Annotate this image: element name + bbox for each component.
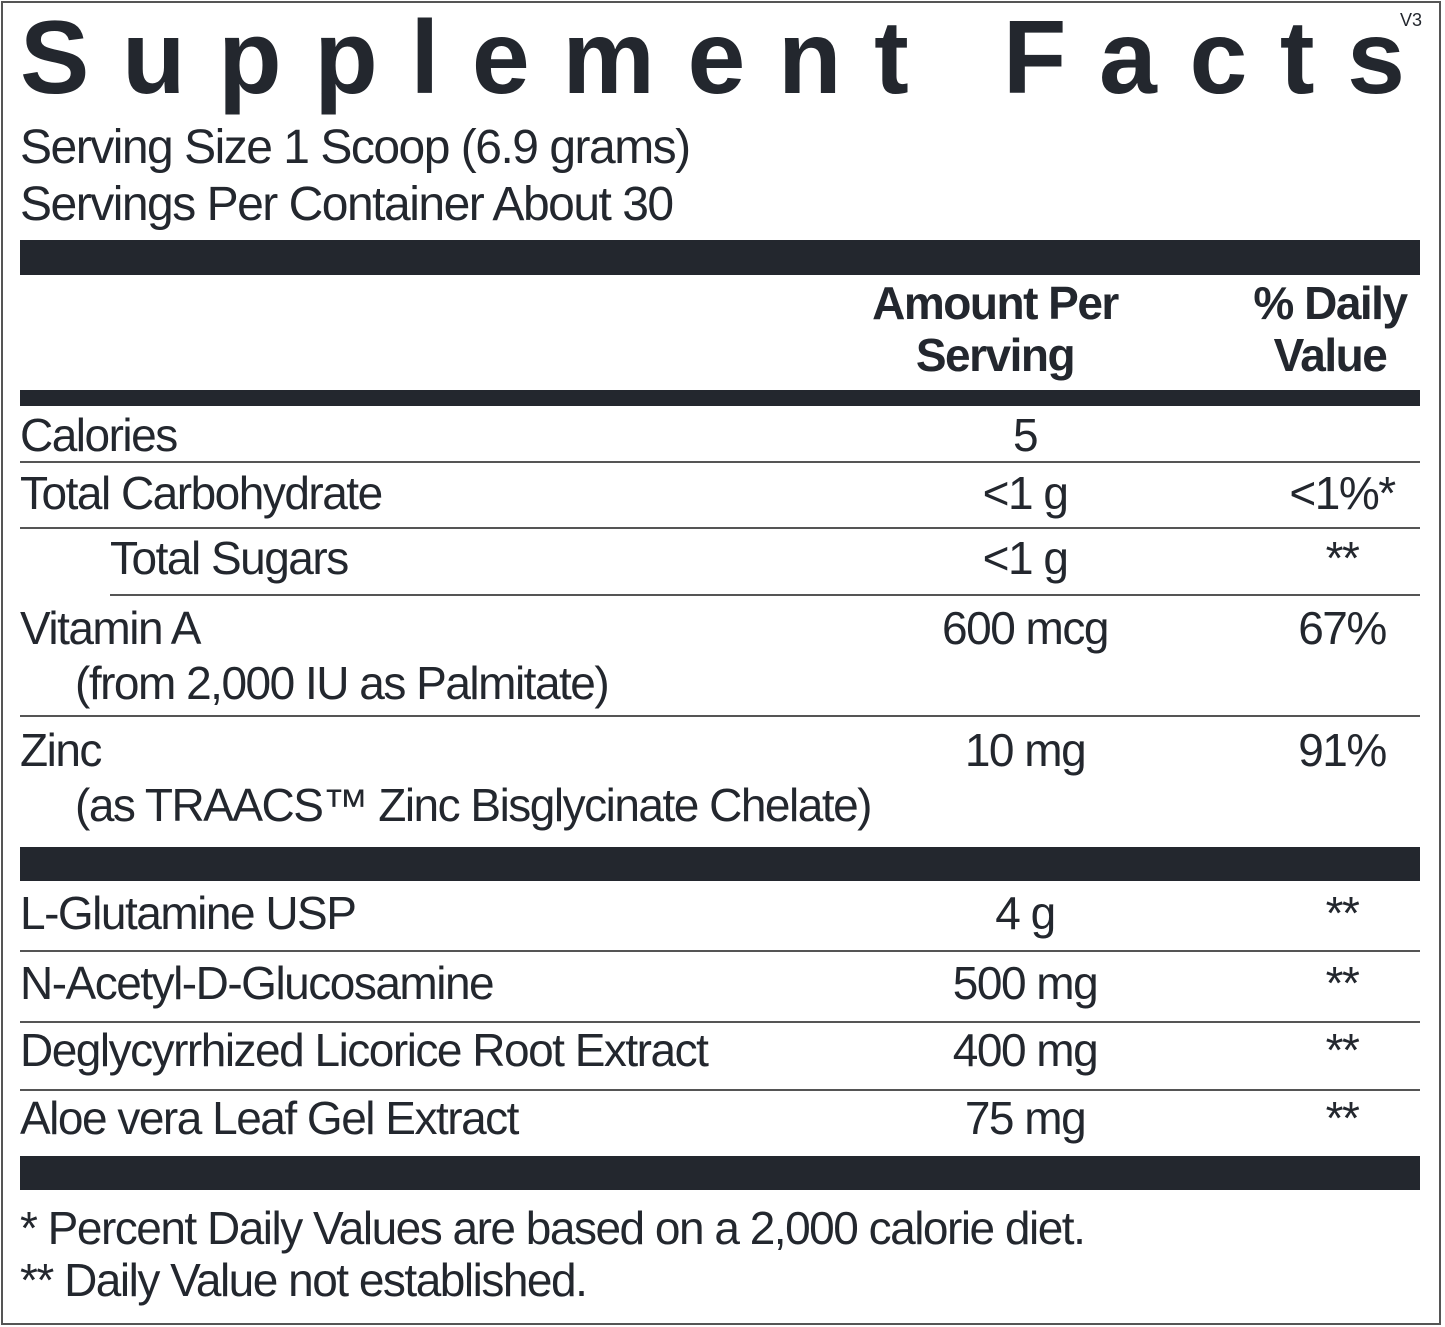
daily-value: ** bbox=[1325, 1024, 1360, 1076]
nutrient-source: (from 2,000 IU as Palmitate) bbox=[75, 657, 610, 709]
amount: 10 mg bbox=[964, 724, 1087, 776]
nutrient-name: N-Acetyl-D-Glucosamine bbox=[20, 957, 495, 1009]
nutrient-name: Calories bbox=[20, 409, 178, 461]
nutrient-name: Total Sugars bbox=[110, 532, 349, 584]
daily-value: ** bbox=[1325, 887, 1360, 939]
daily-value-header: % Daily Value bbox=[1253, 277, 1408, 381]
daily-value: <1%* bbox=[1289, 467, 1396, 519]
amount: <1 g bbox=[982, 467, 1069, 519]
title: Supplement Facts bbox=[20, 0, 1405, 116]
amount: 500 mg bbox=[952, 957, 1099, 1009]
nutrient-name: Vitamin A bbox=[20, 602, 201, 654]
thick-bar bbox=[20, 847, 1420, 881]
daily-value: 67% bbox=[1298, 602, 1387, 654]
amount-header: Amount Per Serving bbox=[872, 277, 1119, 381]
amount: 5 bbox=[1012, 409, 1039, 461]
thick-bar bbox=[20, 240, 1420, 275]
nutrient-name: Deglycyrrhized Licorice Root Extract bbox=[20, 1024, 709, 1076]
nutrient-name: Aloe vera Leaf Gel Extract bbox=[20, 1092, 519, 1144]
daily-value: ** bbox=[1325, 1092, 1360, 1144]
nutrient-name: L-Glutamine USP bbox=[20, 887, 357, 939]
separators bbox=[20, 461, 1420, 1091]
amount: <1 g bbox=[982, 532, 1069, 584]
nutrient-name: Total Carbohydrate bbox=[20, 467, 383, 519]
footnote: * Percent Daily Values are based on a 2,… bbox=[20, 1202, 1086, 1254]
footnote: ** Daily Value not established. bbox=[20, 1254, 588, 1306]
serving-size: Serving Size 1 Scoop (6.9 grams) bbox=[20, 121, 691, 174]
amount: 75 mg bbox=[964, 1092, 1087, 1144]
version: V3 bbox=[1400, 10, 1422, 30]
servings-per-container: Servings Per Container About 30 bbox=[20, 178, 674, 231]
thick-bar bbox=[20, 390, 1420, 406]
amount: 600 mcg bbox=[942, 602, 1109, 654]
daily-value: 91% bbox=[1298, 724, 1387, 776]
amount: 4 g bbox=[995, 887, 1056, 939]
nutrient-name: Zinc bbox=[20, 724, 102, 776]
nutrient-source: (as TRAACS™ Zinc Bisglycinate Chelate) bbox=[75, 779, 873, 831]
amount: 400 mg bbox=[952, 1024, 1099, 1076]
daily-value: ** bbox=[1325, 957, 1360, 1009]
daily-value: ** bbox=[1325, 532, 1360, 584]
thick-bar bbox=[20, 1156, 1420, 1190]
